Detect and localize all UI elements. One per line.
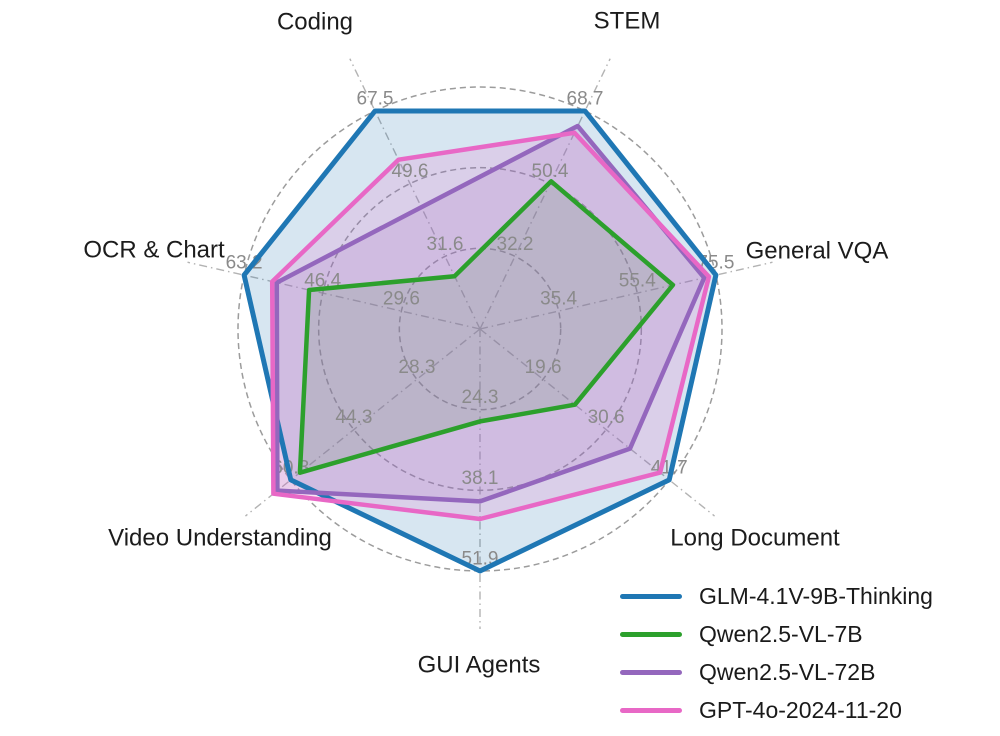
legend-item: GPT-4o-2024-11-20: [620, 697, 933, 723]
axis-label: Coding: [277, 9, 353, 36]
legend: GLM-4.1V-9B-Thinking Qwen2.5-VL-7B Qwen2.5…: [620, 583, 933, 735]
legend-item: GLM-4.1V-9B-Thinking: [620, 583, 933, 609]
legend-line-swatch: [620, 669, 682, 675]
ring-tick-label: 28.3: [398, 357, 435, 378]
legend-item: Qwen2.5-VL-7B: [620, 621, 933, 647]
grid-ring: [237, 86, 723, 572]
ring-tick-label: 32.2: [497, 234, 534, 255]
axis-spoke: [245, 328, 481, 517]
series-line: [297, 179, 676, 475]
axis-label: Video Understanding: [108, 525, 332, 552]
ring-tick-label: 44.3: [335, 407, 372, 428]
grid-ring: [317, 166, 643, 492]
ring-tick-label: 30.6: [588, 407, 625, 428]
ring-tick-label: 67.5: [357, 89, 394, 110]
legend-label: Qwen2.5-VL-72B: [699, 658, 876, 685]
series-line: [241, 108, 719, 574]
ring-tick-label: 35.4: [540, 289, 577, 310]
series-line: [269, 130, 712, 522]
axis-label: STEM: [594, 8, 661, 35]
ring-tick-label: 29.6: [383, 289, 420, 310]
legend-item: Qwen2.5-VL-72B: [620, 659, 933, 685]
legend-label: GLM-4.1V-9B-Thinking: [699, 582, 933, 609]
legend-label: Qwen2.5-VL-7B: [699, 620, 863, 647]
axis-spoke: [479, 58, 611, 330]
axis-spoke: [349, 58, 481, 330]
legend-line-swatch: [620, 631, 682, 637]
ring-tick-label: 68.7: [567, 89, 604, 110]
legend-label: GPT-4o-2024-11-20: [699, 696, 902, 723]
ring-tick-label: 24.3: [462, 387, 499, 408]
axis-spoke: [479, 261, 773, 330]
axis-label: Long Document: [670, 525, 840, 552]
ring-tick-label: 75.5: [697, 253, 734, 274]
series-area: [299, 181, 673, 473]
ring-tick-label: 31.6: [427, 234, 464, 255]
series-line: [274, 123, 707, 504]
axis-label: General VQA: [746, 238, 889, 265]
axis-spoke: [479, 328, 715, 517]
axis-spoke: [187, 261, 481, 330]
ring-tick-label: 50.4: [532, 161, 569, 182]
grid-ring: [398, 247, 562, 411]
axis-label: GUI Agents: [418, 652, 541, 679]
ring-tick-label: 19.6: [525, 357, 562, 378]
axis-label: OCR & Chart: [83, 237, 225, 264]
ring-tick-label: 55.4: [619, 271, 656, 292]
ring-tick-label: 38.1: [462, 468, 499, 489]
ring-tick-label: 49.6: [392, 161, 429, 182]
legend-line-swatch: [620, 707, 682, 713]
legend-line-swatch: [620, 593, 682, 599]
ring-tick-label: 63.2: [226, 253, 263, 274]
